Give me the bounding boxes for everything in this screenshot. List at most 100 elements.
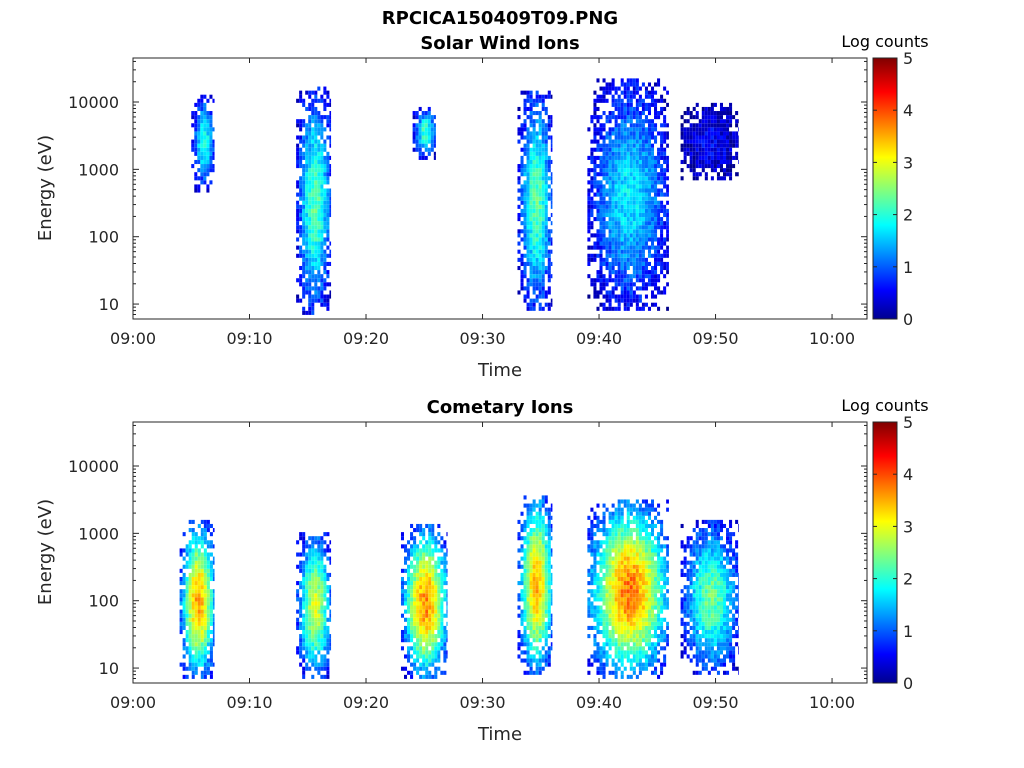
spectrogram-cell [323,286,327,291]
spectrogram-cell [311,208,315,213]
spectrogram-cell [680,127,684,132]
spectrogram-cell [590,196,594,201]
spectrogram-cell [590,654,594,659]
spectrogram-cell [641,111,645,116]
spectrogram-cell [446,613,448,618]
spectrogram-cell [209,572,213,577]
spectrogram-cell [535,131,539,136]
spectrogram-cell [314,135,318,140]
spectrogram-cell [593,560,597,565]
spectrogram-cell [419,662,423,667]
spectrogram-cell [611,217,615,222]
spectrogram-cell [704,151,708,156]
spectrogram-cell [326,180,330,185]
spectrogram-cell [329,188,332,193]
spectrogram-cell [532,552,536,557]
spectrogram-cell [425,568,429,573]
spectrogram-cell [617,507,621,512]
spectrogram-cell [329,196,332,201]
spectrogram-cell [434,589,438,594]
spectrogram-cell [599,646,603,651]
spectrogram-cell [587,658,591,663]
spectrogram-cell [320,581,324,586]
spectrogram-cell [302,581,306,586]
spectrogram-cell [541,523,545,529]
spectrogram-cell [590,605,594,610]
spectrogram-cell [614,208,618,213]
spectrogram-cell [596,106,600,112]
spectrogram-cell [614,282,618,287]
spectrogram-cell [605,528,609,533]
spectrogram-cell [695,159,699,165]
spectrogram-cell [596,94,600,99]
spectrogram-cell [296,143,300,148]
spectrogram-cell [407,589,411,594]
spectrogram-cell [437,564,441,569]
spectrogram-cell [523,90,527,95]
spectrogram-cell [535,540,539,545]
spectrogram-cell [644,662,648,667]
spectrogram-cell [326,629,330,635]
spectrogram-cell [623,544,627,549]
spectrogram-cell [308,621,312,626]
spectrogram-cell [698,147,702,152]
spectrogram-cell [535,658,539,663]
spectrogram-cell [626,102,630,107]
spectrogram-cell [305,241,309,246]
spectrogram-cell [641,245,645,250]
spectrogram-cell [320,147,324,152]
spectrogram-cell [446,572,448,577]
spectrogram-cell [311,274,315,279]
spectrogram-cell [617,658,621,663]
spectrogram-cell [538,654,542,659]
spectrogram-cell [446,634,448,639]
spectrogram-cell [317,650,321,655]
spectrogram-cell [520,123,524,128]
spectrogram-cell [529,528,533,533]
spectrogram-cell [413,629,417,635]
spectrogram-cell [323,172,327,177]
spectrogram-cell [620,540,624,545]
spectrogram-cell [428,629,432,635]
spectrogram-cell [663,172,667,177]
spectrogram-cell [635,507,639,512]
spectrogram-cell [311,233,315,238]
spectrogram-cell [638,196,642,201]
spectrogram-cell [596,642,600,647]
spectrogram-cell [314,634,318,639]
spectrogram-cell [635,270,639,275]
spectrogram-cell [212,544,215,549]
spectrogram-cell [538,670,542,675]
spectrogram-cell [657,155,661,160]
spectrogram-cell [191,115,195,120]
spectrogram-cell [666,253,669,258]
spectrogram-cell [593,115,597,120]
spectrogram-cell [200,94,204,99]
spectrogram-cell [320,298,324,303]
spectrogram-cell [541,666,545,671]
spectrogram-cell [535,585,539,590]
spectrogram-cell [647,119,651,124]
spectrogram-cell [529,249,533,254]
spectrogram-cell [599,192,603,197]
spectrogram-cell [602,127,606,132]
spectrogram-cell [326,617,330,622]
spectrogram-cell [650,143,655,148]
spectrogram-cell [523,168,527,173]
spectrogram-cell [547,617,551,622]
spectrogram-cell [544,593,548,598]
spectrogram-cell [311,654,315,659]
spectrogram-cell [544,233,548,238]
spectrogram-cell [617,548,621,553]
spectrogram-cell [410,576,414,582]
spectrogram-cell [617,302,621,307]
spectrogram-cell [308,548,312,553]
spectrogram-cell [320,119,324,124]
spectrogram-cell [317,556,321,561]
spectrogram-cell [317,589,321,594]
spectrogram-cell [647,233,651,238]
spectrogram-cell [695,143,699,148]
spectrogram-cell [302,629,306,635]
spectrogram-cell [520,528,524,533]
spectrogram-cell [617,523,621,529]
